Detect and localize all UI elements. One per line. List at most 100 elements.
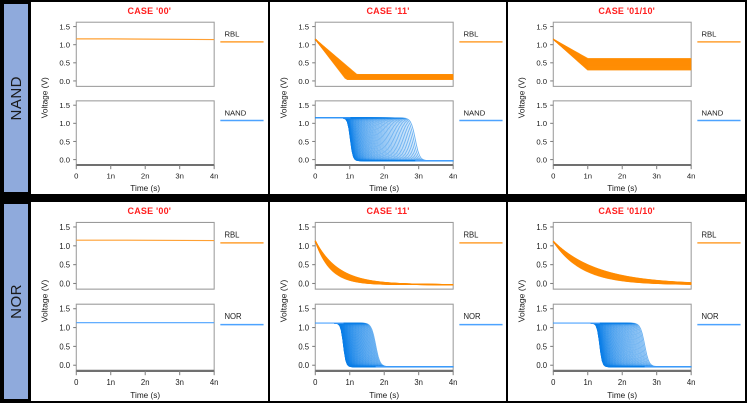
svg-text:1n: 1n [584,171,593,180]
svg-text:1.0: 1.0 [59,242,70,251]
svg-text:0.5: 0.5 [537,342,548,351]
svg-text:1n: 1n [345,378,354,387]
svg-text:0.5: 0.5 [59,342,70,351]
svg-text:1.5: 1.5 [298,22,309,31]
svg-text:3n: 3n [175,378,184,387]
svg-text:0.5: 0.5 [537,59,548,68]
svg-text:1.5: 1.5 [59,101,70,110]
svg-text:Voltage (V): Voltage (V) [40,280,50,323]
svg-text:NOR: NOR [224,312,241,321]
svg-text:0: 0 [313,171,317,180]
panel-nand-case00: CASE '00' 0.0 0.5 1.0 1.5 0.0 0.5 1.0 1.5 0 1n 2n 3… [31,2,268,194]
row-cells-nand: CASE '00' 0.0 0.5 1.0 1.5 0.0 0.5 1.0 1.5 0 1n 2n 3… [31,2,746,194]
svg-text:RBL: RBL [224,30,240,39]
panel-nor-case0110: CASE '01/10' 0.0 0.5 1.0 1.5 0.0 0.5 1.0 1.5 0 1n… [506,202,746,401]
svg-text:0.5: 0.5 [298,261,309,270]
svg-text:0.0: 0.0 [298,279,309,288]
svg-text:0.0: 0.0 [537,361,548,370]
svg-text:0.5: 0.5 [59,261,70,270]
svg-text:0.5: 0.5 [298,59,309,68]
svg-text:1.0: 1.0 [537,41,548,50]
svg-text:0.0: 0.0 [537,155,548,164]
svg-text:2n: 2n [380,378,389,387]
svg-text:RBL: RBL [702,230,718,239]
svg-text:0.0: 0.0 [59,361,70,370]
svg-text:Voltage (V): Voltage (V) [517,280,527,323]
svg-text:0.5: 0.5 [59,137,70,146]
svg-text:1.0: 1.0 [298,41,309,50]
svg-text:3n: 3n [653,378,662,387]
svg-text:4n: 4n [687,378,696,387]
svg-text:0.5: 0.5 [298,137,309,146]
svg-text:1.5: 1.5 [59,305,70,314]
svg-text:4n: 4n [449,171,458,180]
svg-text:4n: 4n [210,378,219,387]
svg-text:Time (s): Time (s) [130,184,160,193]
plot-nor-case11: 0.0 0.5 1.0 1.5 0.0 0.5 1.0 1.5 0 1n 2n 3n 4n Time (s… [270,216,507,401]
svg-text:Voltage (V): Voltage (V) [279,77,288,118]
svg-text:RBL: RBL [224,230,240,239]
figure-row-nor: NOR CASE '00' 0.0 0.5 1.0 1.5 0.0 0.5 1.0 1.5 0 1… [0,200,747,403]
svg-text:1.5: 1.5 [298,101,309,110]
svg-text:Time (s): Time (s) [608,184,638,193]
svg-text:1.0: 1.0 [59,41,70,50]
svg-text:0.0: 0.0 [59,279,70,288]
svg-text:2n: 2n [380,171,389,180]
svg-text:4n: 4n [449,378,458,387]
svg-text:0: 0 [74,171,78,180]
svg-text:Voltage (V): Voltage (V) [278,280,288,323]
svg-text:Voltage (V): Voltage (V) [518,77,527,118]
svg-text:0.5: 0.5 [298,342,309,351]
svg-text:4n: 4n [210,171,219,180]
svg-text:0: 0 [313,378,318,387]
row-label-nand-text: NAND [7,75,25,121]
panel-title: CASE '00' [127,6,172,16]
svg-text:0: 0 [551,378,556,387]
svg-text:0.0: 0.0 [298,77,309,86]
svg-text:0.0: 0.0 [298,155,309,164]
svg-text:1.5: 1.5 [298,305,309,314]
svg-text:Time (s): Time (s) [369,390,399,400]
svg-text:2n: 2n [141,171,150,180]
svg-text:Time (s): Time (s) [369,184,399,193]
figure-row-nand: NAND CASE '00' 0.0 0.5 1.0 1.5 0.0 0.5 1.0 1.5 0… [0,0,747,196]
row-cells-nor: CASE '00' 0.0 0.5 1.0 1.5 0.0 0.5 1.0 1.5 0 1n 2n 3… [31,202,746,401]
svg-text:1.5: 1.5 [537,101,548,110]
plot-nor-case0110: 0.0 0.5 1.0 1.5 0.0 0.5 1.0 1.5 0 1n 2n 3n 4n Time (s… [508,216,745,401]
svg-text:0: 0 [74,378,79,387]
svg-text:0.5: 0.5 [537,261,548,270]
svg-text:4n: 4n [687,171,696,180]
svg-text:3n: 3n [414,378,423,387]
svg-text:3n: 3n [175,171,184,180]
svg-text:1.0: 1.0 [537,242,548,251]
svg-text:RBL: RBL [702,30,718,39]
svg-text:Time (s): Time (s) [130,390,160,400]
svg-text:2n: 2n [141,378,150,387]
svg-text:1.0: 1.0 [59,119,70,128]
svg-text:RBL: RBL [463,230,479,239]
panel-nor-case00: CASE '00' 0.0 0.5 1.0 1.5 0.0 0.5 1.0 1.5 0 1n 2n 3… [31,202,268,401]
svg-text:0.0: 0.0 [537,77,548,86]
panel-nand-case11: CASE '11' 0.0 0.5 1.0 1.5 0.0 0.5 1.0 1.5 0 1n 2n 3… [267,2,507,194]
panel-title: CASE '11' [366,206,410,216]
svg-text:0.0: 0.0 [59,77,70,86]
svg-text:1.0: 1.0 [298,119,309,128]
svg-text:NAND: NAND [463,108,485,117]
svg-text:0: 0 [551,171,555,180]
svg-text:1.0: 1.0 [59,323,70,332]
svg-text:3n: 3n [653,171,662,180]
svg-text:3n: 3n [414,171,423,180]
svg-text:1.5: 1.5 [537,223,548,232]
svg-text:Voltage (V): Voltage (V) [40,77,49,118]
panel-nor-case11: CASE '11' 0.0 0.5 1.0 1.5 0.0 0.5 1.0 1.5 0 1n 2n 3… [267,202,507,401]
svg-text:1n: 1n [106,171,115,180]
panel-nand-case0110: CASE '01/10' 0.0 0.5 1.0 1.5 0.0 0.5 1.0 1.5 0 1n… [506,2,746,194]
svg-text:2n: 2n [618,171,627,180]
svg-text:1.5: 1.5 [59,223,70,232]
svg-text:1n: 1n [345,171,354,180]
row-label-nor: NOR [4,204,28,399]
plot-nand-case00: 0.0 0.5 1.0 1.5 0.0 0.5 1.0 1.5 0 1n 2n 3n 4n Time (s… [31,16,268,194]
panel-title: CASE '00' [127,206,172,216]
svg-text:NAND: NAND [702,108,724,117]
